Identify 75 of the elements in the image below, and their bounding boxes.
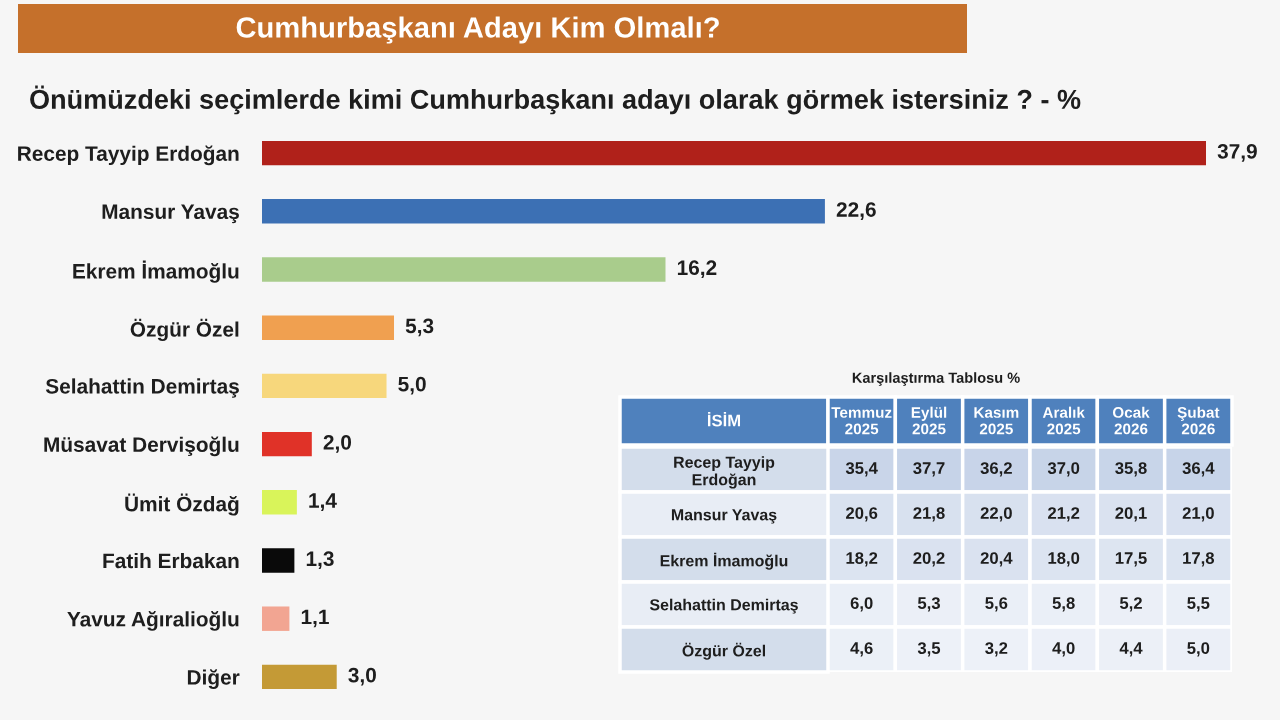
x-tick-label: Eylül 2025	[911, 406, 947, 435]
data-label: 21,2	[1048, 507, 1080, 522]
data-label: 18,0	[1048, 552, 1080, 567]
x-tick-label: Şubat 2026	[1177, 406, 1220, 435]
y-tick-label: Selahattin Demirtaş	[45, 378, 239, 398]
data-label: 6,0	[850, 597, 873, 612]
data-label: 22,6	[836, 202, 876, 220]
y-tick-label: Recep Tayyip Erdoğan	[18, 145, 239, 166]
x-tick-label: Temmuz 2025	[831, 407, 892, 435]
y-tick-label: Özgür Özel	[682, 642, 766, 660]
y-tick-label: Yavuz Ağıralioğlu	[67, 611, 239, 631]
bar	[262, 373, 387, 399]
bar	[262, 548, 295, 573]
bar	[262, 199, 825, 224]
data-label: 5,3	[405, 318, 434, 337]
data-label: 3,5	[917, 642, 941, 657]
data-label: 5,3	[917, 597, 940, 612]
data-label: 5,0	[398, 376, 426, 395]
bar	[262, 664, 337, 690]
data-label: 36,4	[1182, 462, 1215, 477]
data-label: 18,2	[846, 552, 878, 567]
data-label: 36,2	[980, 462, 1012, 477]
y-tick-label: Ekrem İmamoğlu	[660, 552, 788, 570]
chart-subtitle: Önümüzdeki seçimlerde kimi Cumhurbaşkanı adayı olarak görmek istersiniz ? - %	[30, 85, 1081, 115]
chart-title: Karşılaştırma Tablosu %	[852, 372, 1020, 386]
y-axis-title: İSİM	[707, 412, 741, 427]
y-tick-label: Mansur Yavaş	[102, 204, 239, 224]
data-label: 17,8	[1183, 552, 1215, 567]
y-tick-label: Ekrem İmamoğlu	[73, 260, 239, 283]
data-label: 3,2	[985, 642, 1008, 657]
y-tick-label: Diğer	[187, 669, 240, 689]
bar	[262, 490, 297, 515]
data-label: 2,0	[323, 434, 352, 453]
data-label: 3,0	[348, 667, 376, 686]
bar	[262, 257, 666, 282]
data-label: 20,2	[913, 552, 945, 567]
data-label: 20,6	[846, 507, 878, 522]
bar	[262, 140, 1206, 166]
data-label: 5,2	[1119, 597, 1142, 612]
data-label: 16,2	[677, 260, 717, 279]
x-tick-label: Ocak 2026	[1112, 406, 1150, 435]
data-label: 1,1	[301, 609, 329, 628]
data-label: 35,8	[1115, 462, 1147, 477]
y-tick-label: Recep Tayyip Erdoğan	[674, 456, 775, 489]
data-label: 35,4	[845, 462, 878, 477]
y-tick-label: Müsavat Dervişoğlu	[44, 436, 239, 457]
data-label: 20,4	[980, 552, 1013, 567]
data-label: 5,6	[985, 597, 1008, 612]
y-tick-label: Selahattin Demirtaş	[649, 598, 798, 614]
data-label: 4,6	[850, 642, 873, 657]
bar	[262, 431, 312, 457]
y-tick-label: Mansur Yavaş	[671, 509, 777, 524]
data-label: 17,5	[1115, 552, 1147, 567]
bar	[262, 606, 290, 631]
data-label: 1,3	[306, 551, 334, 570]
data-label: 4,4	[1119, 642, 1143, 657]
data-label: 4,0	[1052, 642, 1075, 657]
chart-title: Cumhurbaşkanı Adayı Kim Olmalı?	[236, 16, 719, 44]
data-label: 37,0	[1047, 462, 1080, 477]
data-label: 21,8	[913, 507, 945, 522]
data-label: 21,0	[1182, 507, 1214, 522]
data-label: 5,5	[1187, 597, 1210, 612]
data-label: 22,0	[980, 507, 1012, 522]
data-label: 20,1	[1115, 507, 1147, 522]
data-label: 37,7	[913, 462, 945, 477]
y-tick-label: Fatih Erbakan	[103, 552, 239, 569]
data-label: 5,0	[1187, 642, 1210, 657]
bar	[262, 315, 395, 340]
y-tick-label: Ümit Özdağ	[125, 493, 239, 516]
y-tick-label: Özgür Özel	[130, 318, 239, 342]
x-tick-label: Kasım 2025	[974, 407, 1019, 435]
x-tick-label: Aralık 2025	[1042, 406, 1085, 435]
data-label: 1,4	[309, 493, 337, 511]
data-label: 5,8	[1052, 597, 1075, 612]
data-label: 37,9	[1217, 143, 1257, 162]
